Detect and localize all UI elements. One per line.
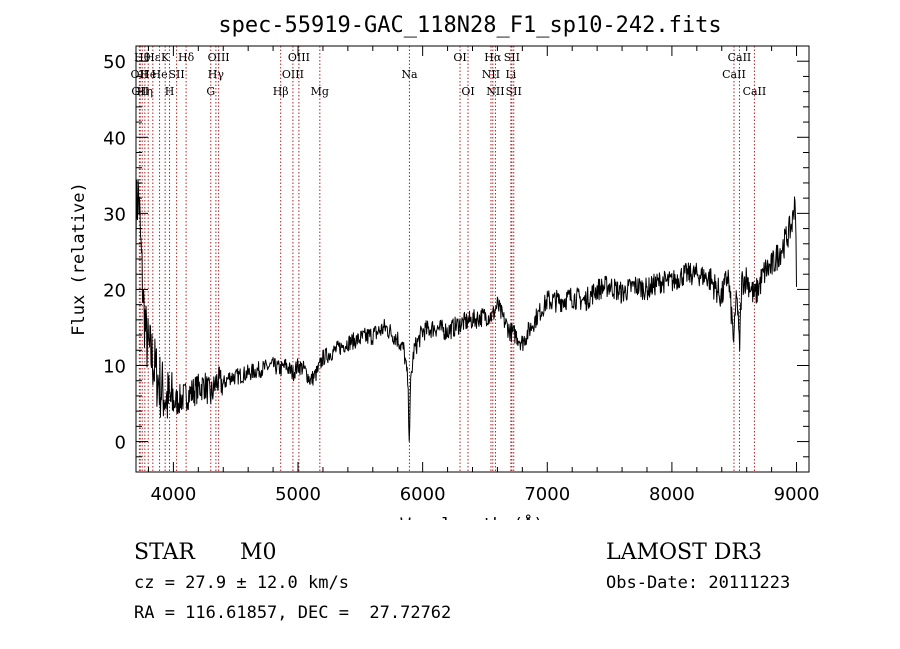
line-marker-label: K — [161, 51, 170, 64]
line-marker-label: OIII — [282, 68, 304, 81]
line-marker-label: CaII — [722, 68, 746, 81]
line-marker-label: NII — [482, 68, 500, 81]
survey-name: LAMOST DR3 — [606, 540, 762, 565]
y-tick-label: 50 — [103, 52, 126, 73]
redshift-velocity: cz = 27.9 ± 12.0 km/s — [134, 573, 349, 593]
line-marker-labels: OIIOIIHθHηHeHεHeKHSIIHδGHγOIIIHβOIIIOIII… — [131, 51, 767, 98]
line-marker-label: OIII — [208, 51, 230, 64]
object-class: STAR — [134, 540, 195, 565]
y-tick-label: 30 — [103, 204, 126, 225]
x-tick-label: 5000 — [275, 484, 321, 505]
line-marker-label: SII — [169, 68, 185, 81]
plot-frame — [135, 45, 810, 473]
x-tick-label: 9000 — [774, 484, 820, 505]
line-marker-label: G — [206, 85, 215, 98]
line-marker-label: He — [152, 68, 168, 81]
line-marker-label: OIII — [288, 51, 310, 64]
line-marker-label: Hβ — [273, 85, 289, 98]
line-marker-label: OI — [461, 85, 474, 98]
axes: 4000 5000 6000 7000 8000 9000 0 10 20 30 40 50 — [103, 45, 820, 505]
line-marker-label: SII — [506, 85, 522, 98]
line-marker-label: H — [165, 85, 175, 98]
line-marker-label: CaII — [743, 85, 767, 98]
x-tick-label: 8000 — [649, 484, 695, 505]
y-tick-label: 20 — [103, 280, 126, 301]
line-marker-label: SII — [504, 51, 520, 64]
spectrum-chart: spec-55919-GAC_118N28_F1_sp10-242.fits O… — [69, 13, 820, 520]
line-marker-label: Li — [505, 68, 516, 81]
y-axis-label: Flux (relative) — [69, 182, 89, 336]
y-tick-label: 10 — [103, 357, 126, 378]
line-marker-label: Hγ — [208, 68, 225, 81]
line-marker-label: Hε — [145, 51, 161, 64]
chart-title: spec-55919-GAC_118N28_F1_sp10-242.fits — [218, 13, 721, 38]
line-marker-label: CaII — [728, 51, 752, 64]
line-marker-label: OI — [453, 51, 466, 64]
y-tick-label: 40 — [103, 128, 126, 149]
observation-date: Obs-Date: 20111223 — [606, 573, 791, 593]
spectrum-line — [135, 178, 797, 442]
line-marker-label: Na — [401, 68, 418, 81]
line-marker-label: Hη — [137, 85, 153, 98]
line-marker-label: OII — [131, 68, 149, 81]
line-marker-label: Hα — [484, 51, 502, 64]
line-marker-label: Mg — [311, 85, 329, 98]
x-tick-label: 6000 — [400, 484, 446, 505]
line-markers — [138, 46, 755, 472]
spectrum-series — [135, 178, 797, 442]
sky-coordinates: RA = 116.61857, DEC = 27.72762 — [134, 603, 452, 623]
line-marker-label: Hδ — [178, 51, 195, 64]
y-tick-label: 0 — [115, 433, 126, 454]
object-subclass: M0 — [240, 540, 277, 565]
x-tick-label: 7000 — [524, 484, 570, 505]
line-marker-label: He — [140, 68, 156, 81]
x-tick-label: 4000 — [150, 484, 196, 505]
x-axis-label: Wavelength (Å) — [400, 513, 543, 520]
line-marker-label: NII — [486, 85, 504, 98]
